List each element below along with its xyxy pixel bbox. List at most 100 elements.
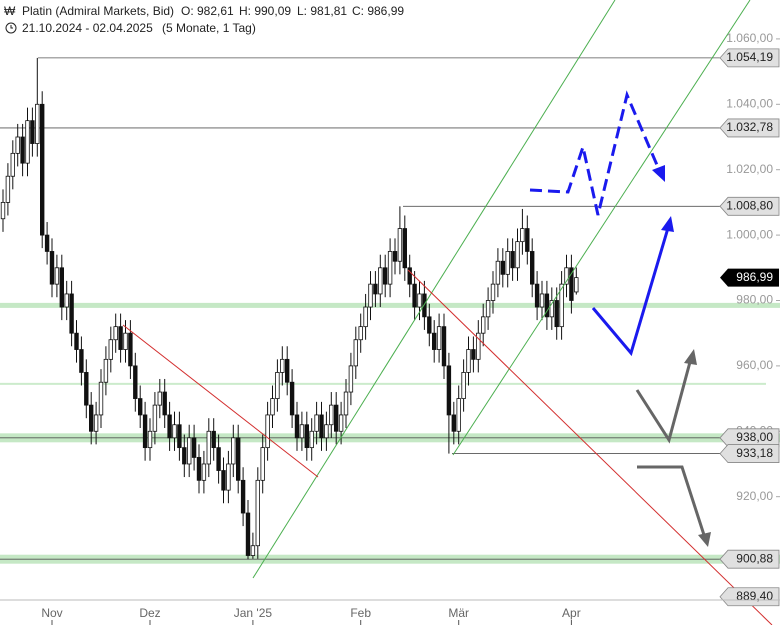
- candle-body: [392, 251, 398, 262]
- candle-body: [314, 414, 319, 432]
- level-label-box: [719, 428, 780, 448]
- candle-body: [137, 398, 143, 416]
- candle-body: [10, 152, 15, 177]
- candle-body: [108, 339, 113, 360]
- level-label-box: [719, 48, 780, 68]
- candle-body: [451, 414, 456, 432]
- y-tick-label: 960,00: [736, 358, 773, 372]
- candle-body: [373, 283, 378, 295]
- period-note: (5 Monate, 1 Tag): [162, 21, 256, 35]
- level-label: 1.008,80: [726, 198, 773, 212]
- ohlc-high: H: 990,09: [239, 4, 291, 18]
- candle-body: [221, 470, 226, 491]
- candle-body: [206, 430, 211, 465]
- x-tick-label: Feb: [350, 606, 371, 620]
- candle-body: [505, 251, 510, 275]
- candle-body: [500, 260, 505, 275]
- candle-body: [466, 349, 471, 373]
- candle-body: [147, 430, 153, 449]
- candle-body: [294, 414, 300, 439]
- candle-body: [240, 479, 246, 514]
- candle-body: [196, 457, 202, 481]
- y-tick-label: 1.000,00: [726, 227, 773, 241]
- y-tick-label: 980,00: [736, 293, 773, 307]
- candle-body: [520, 228, 525, 243]
- arrow-head: [661, 216, 674, 232]
- candle-body: [329, 404, 334, 426]
- candle-body: [554, 300, 559, 328]
- candle-body: [436, 326, 442, 350]
- clock-icon: [5, 22, 17, 34]
- candle-body: [250, 545, 256, 556]
- candle-body: [93, 414, 99, 432]
- y-tick-label: 1.040,00: [726, 96, 773, 110]
- arrow-head: [652, 165, 665, 182]
- candle-body: [20, 136, 25, 164]
- candle-body: [358, 326, 363, 341]
- candle-body: [231, 437, 236, 465]
- candle-body: [201, 463, 207, 481]
- scenario-arrow: [529, 90, 662, 216]
- candle-body: [260, 447, 265, 481]
- y-tick-label: 1.060,00: [726, 31, 773, 45]
- last-price-label: 986,99: [736, 270, 773, 284]
- candle-body: [84, 372, 89, 406]
- level-label-box: [719, 196, 780, 216]
- candle-body: [113, 326, 118, 341]
- candle-body: [456, 398, 461, 432]
- level-label-box: [719, 587, 780, 607]
- instrument-icon: ₩: [4, 4, 16, 18]
- candle-body: [319, 414, 324, 439]
- candle-body: [427, 316, 432, 334]
- candle-body: [211, 430, 216, 449]
- candle-body: [304, 424, 309, 449]
- candle-body: [152, 404, 158, 432]
- support-zone: [0, 382, 766, 385]
- candle-body: [270, 398, 275, 416]
- candle-body: [422, 293, 427, 318]
- candle-body: [412, 283, 417, 308]
- candle-body: [191, 437, 197, 458]
- candle-body: [417, 293, 422, 308]
- candle-body: [480, 316, 486, 334]
- candle-body: [299, 424, 305, 439]
- level-label-box: [719, 549, 780, 569]
- candle-body: [402, 228, 407, 269]
- x-tick-label: Jan '25: [234, 606, 273, 620]
- candle-body: [0, 201, 6, 220]
- candle-body: [275, 372, 280, 399]
- candle-body: [441, 326, 447, 367]
- arrow-head: [684, 349, 697, 365]
- candle-body: [25, 120, 30, 164]
- level-label: 938,00: [736, 430, 773, 444]
- x-tick-label: Mär: [448, 606, 469, 620]
- candle-body: [289, 381, 295, 416]
- axes: 1.060,00 1.040,00 1.020,00 1.000,00 980,00 96…: [0, 31, 780, 625]
- candle-body: [64, 293, 69, 308]
- candle-body: [44, 234, 50, 252]
- header: ₩ Platin (Admiral Markets, Bid) O: 982,6…: [4, 4, 404, 35]
- candle-body: [534, 283, 540, 308]
- level-label: 1.054,19: [726, 50, 773, 64]
- candle-body: [485, 300, 491, 318]
- candle-body: [79, 349, 84, 373]
- candle-body: [157, 391, 162, 406]
- arrow-head: [698, 532, 711, 547]
- candle-body: [255, 479, 260, 547]
- scenario-arrow: [635, 361, 692, 444]
- candle-body: [549, 300, 554, 318]
- candle-body: [133, 365, 138, 399]
- candle-body: [309, 430, 314, 449]
- candle-body: [333, 404, 339, 432]
- ohlc-close: C: 986,99: [352, 4, 404, 18]
- candle-body: [265, 414, 270, 449]
- level-label-box: [719, 118, 780, 138]
- candle-body: [530, 251, 535, 285]
- candle-body: [118, 326, 123, 350]
- level-label: 933,18: [736, 446, 773, 460]
- candle-body: [510, 251, 515, 269]
- candle-body: [495, 260, 501, 285]
- candles: [0, 57, 579, 560]
- candle-body: [387, 251, 393, 285]
- candle-body: [186, 437, 192, 465]
